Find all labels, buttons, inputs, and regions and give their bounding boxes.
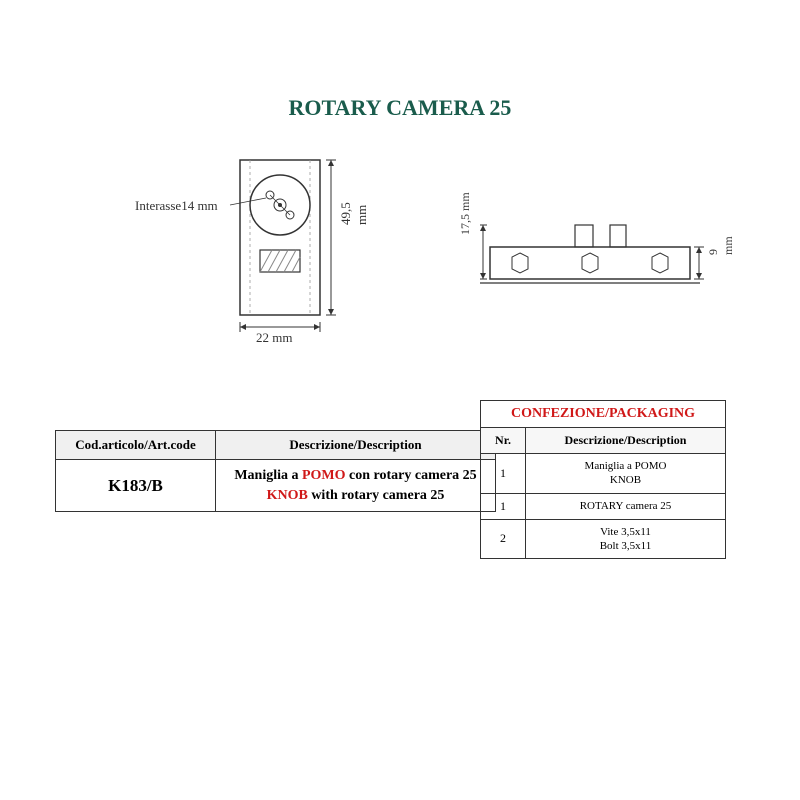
- page-title: ROTARY CAMERA 25: [0, 95, 800, 121]
- article-code-cell: K183/B: [56, 460, 216, 512]
- side-view-svg: [460, 215, 720, 315]
- article-code: K183/B: [108, 476, 163, 495]
- packaging-desc-0: Maniglia a POMO KNOB: [526, 454, 726, 494]
- front-width-label: 22 mm: [256, 330, 292, 346]
- packaging-title-row: CONFEZIONE/PACKAGING: [481, 401, 726, 428]
- side-base-height-label: 9 mm: [706, 236, 736, 255]
- packaging-title: CONFEZIONE/PACKAGING: [481, 401, 726, 428]
- packaging-desc-2: Vite 3,5x11 Bolt 3,5x11: [526, 519, 726, 559]
- packaging-header-nr: Nr.: [481, 428, 526, 454]
- packaging-desc-2-l2: Bolt 3,5x11: [600, 540, 652, 552]
- packaging-row-1: 1 ROTARY camera 25: [481, 493, 726, 519]
- desc-it-post: con rotary camera 25: [346, 468, 477, 483]
- article-header-row: Cod.articolo/Art.code Descrizione/Descri…: [56, 431, 496, 460]
- front-view-drawing: Interasse14 mm 22 mm 49,5 mm: [200, 150, 380, 350]
- desc-en-post: with rotary camera 25: [308, 488, 445, 503]
- front-height-label: 49,5 mm: [338, 183, 370, 225]
- article-row: K183/B Maniglia a POMO con rotary camera…: [56, 460, 496, 512]
- packaging-nr-2: 2: [481, 519, 526, 559]
- packaging-row-2: 2 Vite 3,5x11 Bolt 3,5x11: [481, 519, 726, 559]
- desc-en-red: KNOB: [267, 488, 308, 503]
- packaging-table: CONFEZIONE/PACKAGING Nr. Descrizione/Des…: [480, 400, 726, 559]
- packaging-header-desc: Descrizione/Description: [526, 428, 726, 454]
- packaging-row-0: 1 Maniglia a POMO KNOB: [481, 454, 726, 494]
- front-view-svg: [200, 150, 380, 350]
- article-header-desc: Descrizione/Description: [216, 431, 496, 460]
- article-header-code: Cod.articolo/Art.code: [56, 431, 216, 460]
- article-table: Cod.articolo/Art.code Descrizione/Descri…: [55, 430, 496, 512]
- packaging-desc-1-l1: ROTARY camera 25: [580, 500, 672, 512]
- desc-it-pre: Maniglia a: [234, 468, 302, 483]
- packaging-desc-0-l1: Maniglia a POMO: [585, 460, 667, 472]
- packaging-header-row: Nr. Descrizione/Description: [481, 428, 726, 454]
- packaging-desc-0-l2: KNOB: [610, 474, 641, 486]
- packaging-nr-1: 1: [481, 493, 526, 519]
- side-total-height-label: 17,5 mm: [458, 192, 473, 235]
- packaging-desc-2-l1: Vite 3,5x11: [600, 526, 651, 538]
- interasse-label: Interasse14 mm: [135, 198, 218, 214]
- article-desc-cell: Maniglia a POMO con rotary camera 25 KNO…: [216, 460, 496, 512]
- side-view-drawing: 17,5 mm 9 mm: [460, 215, 720, 315]
- desc-it-red: POMO: [302, 468, 346, 483]
- packaging-desc-1: ROTARY camera 25: [526, 493, 726, 519]
- packaging-nr-0: 1: [481, 454, 526, 494]
